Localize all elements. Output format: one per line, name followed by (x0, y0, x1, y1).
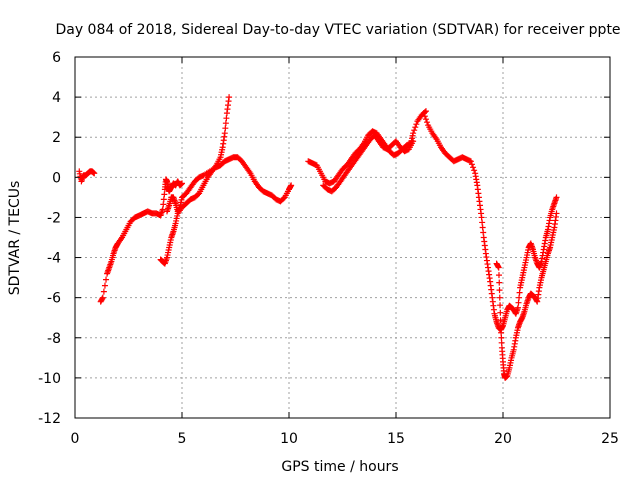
data-point (91, 170, 98, 177)
data-point-fill (100, 288, 107, 295)
data-point (496, 294, 503, 301)
y-tick-label: 2 (52, 130, 61, 146)
y-tick-label: -12 (38, 411, 61, 427)
y-axis-label: SDTVAR / TECUs (7, 181, 23, 296)
series-2 (97, 176, 185, 305)
data-point-fill (101, 282, 108, 289)
data-point (226, 94, 233, 101)
data-point-fill (479, 219, 486, 226)
plot-frame (74, 56, 611, 419)
data-point-fill (103, 276, 110, 283)
data-point-fill (497, 317, 504, 324)
data-point-fill (195, 191, 202, 198)
data-point-fill (497, 309, 504, 316)
data-point (553, 194, 560, 201)
data-point-fill (424, 119, 431, 126)
data-point (553, 210, 560, 217)
series-1 (76, 168, 98, 185)
data-point-fill (480, 229, 487, 236)
data-point-fill (222, 120, 229, 127)
data-point-fill (496, 279, 503, 286)
data-point-fill (471, 167, 478, 174)
data-point (99, 294, 106, 301)
data-point (410, 130, 417, 137)
data-point-fill (421, 113, 428, 120)
x-tick-label: 0 (71, 431, 80, 447)
data-point (478, 214, 485, 221)
data-point-fill (161, 191, 168, 198)
data-point (179, 180, 185, 187)
y-tick-label: -2 (47, 210, 61, 226)
data-point-fill (222, 125, 229, 132)
data-point-fill (498, 334, 505, 341)
data-point-fill (515, 299, 522, 306)
data-point (221, 130, 228, 137)
data-point-fill (498, 329, 505, 336)
y-tick-label: 4 (52, 90, 61, 106)
data-point (410, 138, 417, 145)
data-point-fill (516, 294, 523, 301)
grid (75, 57, 610, 418)
data-point-fill (496, 287, 503, 294)
y-tick-label: 0 (52, 170, 61, 186)
y-tick-label: -6 (47, 291, 61, 307)
data-point-fill (413, 121, 420, 128)
data-points (76, 94, 560, 381)
data-point-fill (422, 116, 429, 123)
y-tick-label: -4 (47, 251, 61, 267)
data-point-fill (468, 161, 475, 168)
y-tick-label: 6 (52, 50, 61, 66)
data-point-fill (479, 224, 486, 231)
x-tick-label: 20 (494, 431, 512, 447)
data-point-fill (495, 272, 502, 279)
series-7 (420, 110, 560, 333)
x-axis-label: GPS time / hours (281, 459, 398, 475)
series-6 (320, 132, 417, 195)
data-point-fill (497, 302, 504, 309)
chart-title: Day 084 of 2018, Sidereal Day-to-day VTE… (55, 22, 620, 38)
data-point-fill (516, 289, 523, 296)
data-point-fill (160, 196, 167, 203)
data-point-fill (411, 127, 418, 134)
data-point-fill (223, 115, 230, 122)
x-tick-label: 5 (178, 431, 187, 447)
x-tick-label: 25 (601, 431, 619, 447)
y-tick-label: -8 (47, 331, 61, 347)
data-point (288, 182, 295, 189)
data-point (514, 304, 521, 311)
data-point (420, 110, 427, 117)
x-tick-label: 15 (387, 431, 405, 447)
data-point-fill (280, 195, 287, 202)
data-point (497, 324, 504, 331)
series-4 (164, 154, 295, 215)
data-point-fill (412, 124, 419, 131)
data-point (495, 264, 502, 271)
data-point-fill (470, 164, 477, 171)
data-point-fill (498, 339, 505, 346)
x-tick-label: 10 (280, 431, 298, 447)
data-point-fill (160, 201, 167, 208)
data-point (467, 158, 474, 165)
y-tick-label: -10 (38, 371, 61, 387)
series-8 (493, 210, 560, 381)
